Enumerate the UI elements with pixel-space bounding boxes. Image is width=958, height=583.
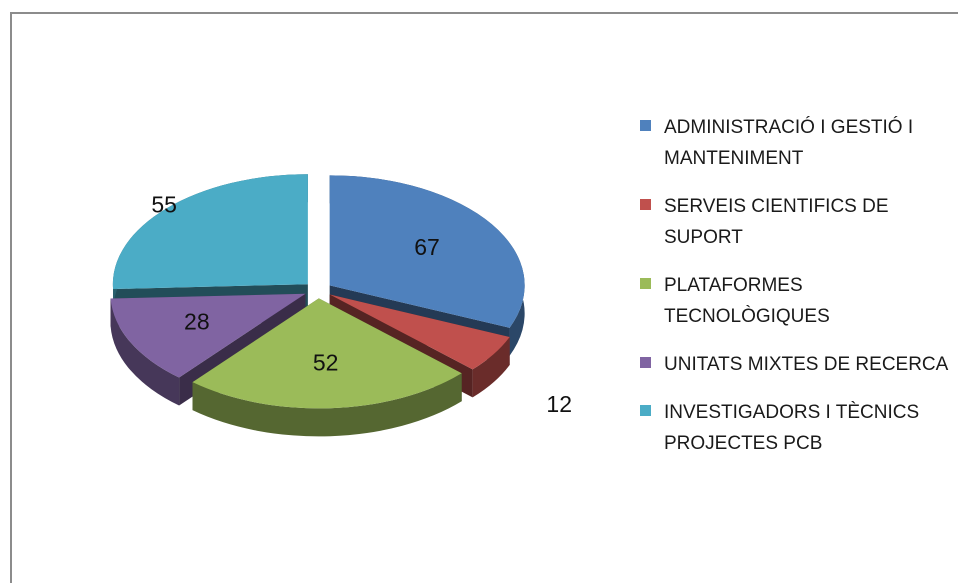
data-label: 67 [414,234,440,260]
slice-top [329,175,525,328]
legend-label: ADMINISTRACIÓ I GESTIÓ I MANTENIMENT [664,117,914,169]
slice-wall [110,298,180,406]
legend-item: SERVEIS CIENTIFICS DE SUPORT [640,191,950,253]
legend-swatch [640,278,651,289]
slice [192,298,462,437]
slice-wall [472,337,510,398]
legend-label: INVESTIGADORS I TÈCNICS PROJECTES PCB [664,402,920,454]
slice-top [110,293,306,378]
legend-swatch [640,120,651,131]
data-label: 55 [151,192,177,218]
legend: ADMINISTRACIÓ I GESTIÓ I MANTENIMENT SERV… [640,112,950,476]
legend-item: ADMINISTRACIÓ I GESTIÓ I MANTENIMENT [640,112,950,174]
legend-item: UNITATS MIXTES DE RECERCA [640,349,950,380]
legend-label: SERVEIS CIENTIFICS DE SUPORT [664,196,889,248]
data-label: 28 [184,309,210,335]
legend-label: UNITATS MIXTES DE RECERCA [664,354,949,375]
legend-swatch [640,199,651,210]
legend-item: INVESTIGADORS I TÈCNICS PROJECTES PCB [640,397,950,459]
legend-swatch [640,405,651,416]
slice-top [192,298,462,409]
slice-wall [192,373,462,437]
legend-item: PLATAFORMES TECNOLÒGIQUES [640,270,950,332]
data-label: 12 [546,391,572,417]
slice-top [112,174,308,290]
legend-label: PLATAFORMES TECNOLÒGIQUES [664,275,830,327]
slice-top [329,294,510,370]
data-label: 52 [313,349,339,375]
chart-frame [10,12,958,583]
legend-swatch [640,357,651,368]
